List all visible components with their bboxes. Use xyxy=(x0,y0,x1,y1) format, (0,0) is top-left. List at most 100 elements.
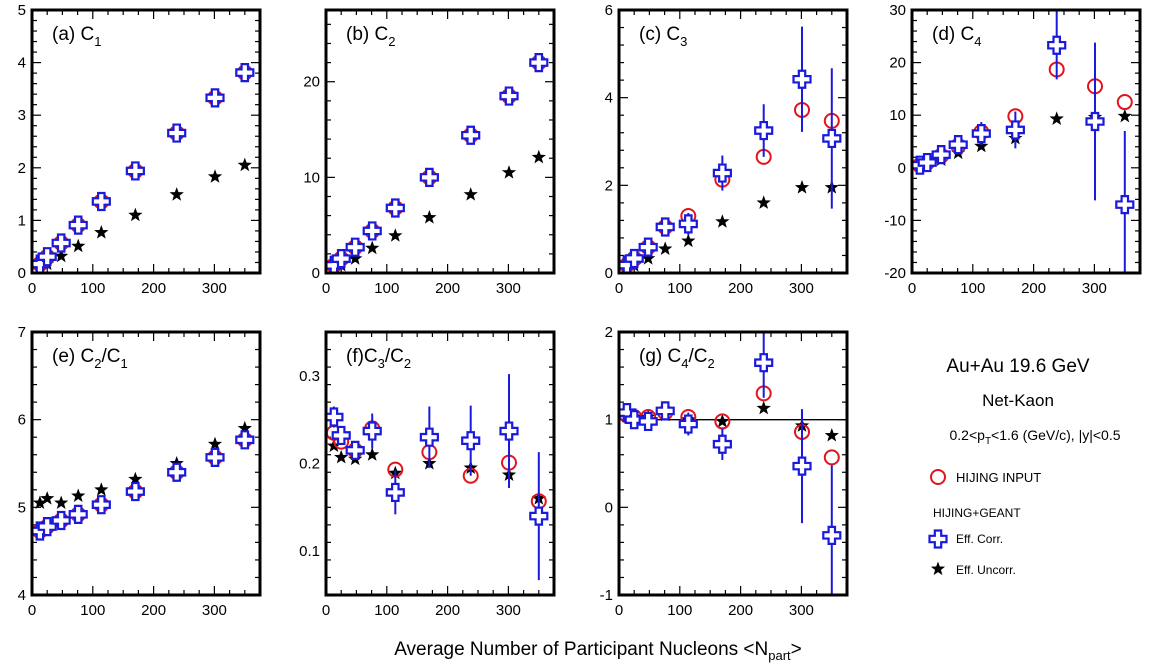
panel-f: 0 100 200 300 0.1 0.2 0.3 (f)C3/C2 xyxy=(299,330,556,619)
point-eff-uncorr xyxy=(94,225,109,239)
y-tick-label: 0 xyxy=(605,265,613,282)
point-eff-uncorr xyxy=(388,228,403,242)
x-tick-label: 300 xyxy=(496,280,521,297)
point-eff-uncorr xyxy=(32,495,48,510)
point-eff-corr xyxy=(419,167,439,187)
point-eff-corr xyxy=(205,447,225,467)
point-eff-uncorr xyxy=(531,149,546,164)
point-eff-corr xyxy=(331,425,351,446)
y-tick-label: 5 xyxy=(18,499,26,516)
panel-a: 0 100 200 300 0 1 2 3 4 5 (a) C1 xyxy=(18,2,262,297)
y-tick-label: 0 xyxy=(898,160,906,177)
point-eff-corr xyxy=(529,53,549,73)
point-eff-corr xyxy=(624,410,644,430)
y-tick-label: 20 xyxy=(303,74,320,91)
x-tick-label: 200 xyxy=(728,602,753,619)
x-tick-label: 200 xyxy=(1021,280,1046,297)
point-eff-corr xyxy=(51,510,71,531)
panel-label: (f)C3/C2 xyxy=(346,346,411,371)
panel-label: (d) C4 xyxy=(932,24,981,49)
y-tick-label: 0 xyxy=(312,265,320,282)
point-eff-uncorr xyxy=(422,210,437,224)
y-tick-label: 0.1 xyxy=(299,543,320,560)
point-eff-corr xyxy=(167,462,187,482)
legend-uncorr-marker xyxy=(930,561,946,576)
y-tick-label: 2 xyxy=(605,177,613,194)
point-eff-corr xyxy=(1005,120,1025,140)
x-tick-label: 300 xyxy=(202,602,227,619)
point-eff-corr xyxy=(971,124,991,144)
y-tick-label: 20 xyxy=(889,55,906,72)
panel-label: (c) C3 xyxy=(639,24,687,49)
y-tick-label: 0 xyxy=(18,265,26,282)
y-tick-label: 1 xyxy=(18,212,26,229)
point-eff-corr xyxy=(235,430,255,450)
y-tick-label: 3 xyxy=(18,107,26,124)
point-eff-uncorr xyxy=(54,495,69,510)
legend-corr-label: Eff. Corr. xyxy=(956,532,1003,546)
point-eff-uncorr xyxy=(658,241,673,255)
x-tick-label: 0 xyxy=(322,280,330,297)
y-tick-label: 0.3 xyxy=(299,368,320,385)
point-eff-uncorr xyxy=(128,471,143,486)
point-eff-corr xyxy=(754,353,774,373)
legend-input-marker xyxy=(930,469,946,485)
x-tick-label: 100 xyxy=(374,602,399,619)
point-eff-uncorr xyxy=(756,195,771,209)
y-tick-label: 0 xyxy=(605,499,613,516)
point-eff-corr xyxy=(37,247,57,267)
point-eff-uncorr xyxy=(824,427,839,442)
point-eff-corr xyxy=(362,421,382,441)
point-eff-corr xyxy=(461,125,481,145)
plot-frame xyxy=(617,8,849,275)
legend: Au+Au 19.6 GeV Net-Kaon 0.2<pT<1.6 (GeV/… xyxy=(928,356,1121,577)
y-tick-label: 4 xyxy=(18,587,26,604)
point-hijing-input xyxy=(1116,94,1133,111)
point-eff-corr xyxy=(792,69,812,89)
point-eff-uncorr xyxy=(756,400,771,415)
y-tick-label: -10 xyxy=(884,212,906,229)
point-eff-corr xyxy=(419,427,439,447)
point-eff-corr xyxy=(1085,111,1105,132)
point-eff-uncorr xyxy=(501,165,517,179)
point-eff-corr xyxy=(678,414,698,434)
legend-system: Au+Au 19.6 GeV xyxy=(946,356,1089,377)
point-eff-uncorr xyxy=(237,157,252,172)
legend-geant-header: HIJING+GEANT xyxy=(933,506,1021,520)
point-eff-uncorr xyxy=(326,438,342,453)
point-eff-corr xyxy=(638,237,658,257)
point-eff-corr xyxy=(326,407,344,427)
point-eff-corr xyxy=(51,233,71,253)
y-tick-label: 1 xyxy=(605,412,613,429)
point-eff-corr xyxy=(754,120,774,141)
point-eff-corr xyxy=(792,456,812,476)
point-eff-corr xyxy=(37,517,57,537)
x-tick-label: 0 xyxy=(615,602,623,619)
point-eff-corr xyxy=(529,506,549,526)
legend-cuts: 0.2<pT<1.6 (GeV/c), |y|<0.5 xyxy=(950,427,1121,447)
point-eff-uncorr xyxy=(974,138,989,153)
panel-b: 0 100 200 300 0 10 20 (b) C2 xyxy=(303,8,556,297)
point-eff-corr xyxy=(678,214,698,234)
panel-label: (g) C4/C2 xyxy=(639,346,715,371)
y-tick-label: 2 xyxy=(605,324,613,341)
point-eff-corr xyxy=(345,237,365,257)
point-eff-corr xyxy=(345,440,365,460)
point-eff-uncorr xyxy=(40,491,55,505)
point-eff-corr xyxy=(822,525,842,545)
panel-label: (b) C2 xyxy=(346,24,395,49)
point-eff-uncorr xyxy=(641,251,656,265)
x-tick-label: 300 xyxy=(1082,280,1107,297)
point-eff-uncorr xyxy=(715,214,730,228)
y-tick-label: 6 xyxy=(18,412,26,429)
point-eff-uncorr xyxy=(365,240,380,255)
point-eff-uncorr xyxy=(365,447,380,461)
point-eff-corr xyxy=(68,215,88,235)
x-tick-label: 100 xyxy=(667,280,692,297)
point-eff-corr xyxy=(331,249,351,269)
x-tick-label: 100 xyxy=(667,602,692,619)
x-tick-label: 200 xyxy=(728,280,753,297)
x-tick-label: 300 xyxy=(789,280,814,297)
panel-c: 0 100 200 300 0 2 4 6 (c) C3 xyxy=(605,2,849,297)
